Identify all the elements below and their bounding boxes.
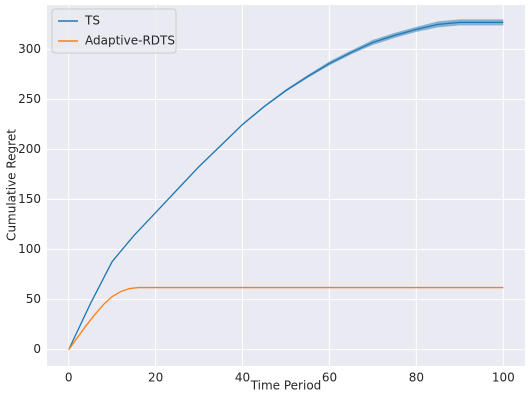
line [68,21,504,350]
legend-label: Adaptive-RDTS [85,34,175,48]
y-axis-label: Cumulative Regret [5,129,19,241]
y-tick-label: 0 [33,342,41,356]
x-tick-label: 20 [148,371,163,385]
y-tick-label: 150 [18,192,41,206]
legend-box [51,8,177,54]
x-tick-label: 0 [65,371,73,385]
y-tick-label: 50 [26,292,41,306]
y-tick-label: 200 [18,142,41,156]
line [68,286,504,350]
x-tick-label: 40 [235,371,250,385]
plot-area [47,5,525,366]
y-tick-label: 300 [18,42,41,56]
x-tick-label: 100 [492,371,515,385]
x-tick-label: 80 [409,371,424,385]
y-tick-label: 250 [18,92,41,106]
legend-label: TS [84,14,100,28]
x-axis-label: Time Period [250,379,322,393]
x-tick-label: 60 [322,371,337,385]
y-tick-label: 100 [18,242,41,256]
